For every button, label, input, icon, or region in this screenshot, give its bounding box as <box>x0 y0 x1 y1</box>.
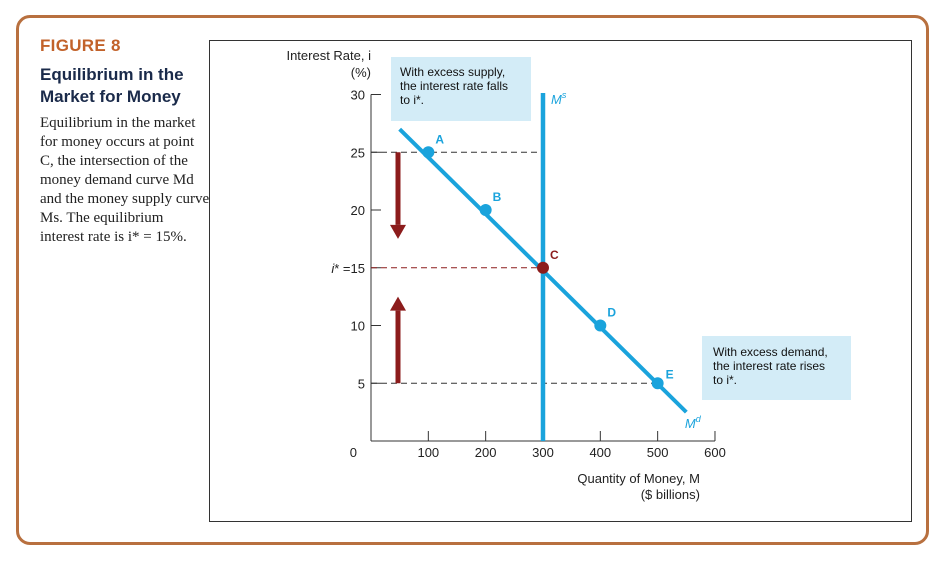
y-axis-title: Interest Rate, i <box>286 48 371 63</box>
point-label-c: C <box>550 248 559 262</box>
y-tick-label-25: 25 <box>351 145 365 160</box>
figure-caption: Equilibrium in the market for money occu… <box>40 115 210 245</box>
x-axis-unit: ($ billions) <box>641 487 700 502</box>
point-c <box>536 261 549 274</box>
arrow-down-head <box>390 224 406 239</box>
x-tick-label-200: 200 <box>475 445 497 460</box>
excess-demand-callout: With excess demand, the interest rate ri… <box>702 336 851 400</box>
y-tick-label-15: i* =15 <box>331 261 365 276</box>
y-tick-label-10: 10 <box>351 319 365 334</box>
arrow-up-head <box>390 296 406 311</box>
money-supply-label: Ms <box>551 90 567 107</box>
excess-demand-line-3: to i*. <box>713 373 738 387</box>
money-demand-label: Md <box>685 414 702 431</box>
x-tick-label-500: 500 <box>647 445 669 460</box>
point-d <box>594 319 607 332</box>
excess-demand-line-2: the interest rate rises <box>713 359 826 373</box>
x-tick-label-400: 400 <box>589 445 611 460</box>
excess-supply-callout: With excess supply, the interest rate fa… <box>391 57 531 121</box>
x-tick-label-0: 0 <box>350 445 357 460</box>
point-label-e: E <box>666 367 674 381</box>
x-tick-label-600: 600 <box>704 445 726 460</box>
point-e <box>651 377 664 390</box>
point-label-a: A <box>435 132 444 146</box>
point-label-b: B <box>493 190 502 204</box>
excess-demand-line-1: With excess demand, <box>713 345 828 359</box>
y-tick-label-5: 5 <box>358 376 365 391</box>
y-tick-label-20: 20 <box>351 203 365 218</box>
excess-supply-line-3: to i*. <box>400 93 425 107</box>
y-tick-label-30: 30 <box>351 88 365 103</box>
excess-supply-line-1: With excess supply, <box>400 65 506 79</box>
x-tick-label-300: 300 <box>532 445 554 460</box>
figure-label: FIGURE 8 <box>40 36 121 55</box>
point-b <box>479 204 492 216</box>
point-label-d: D <box>607 306 616 320</box>
excess-supply-line-2: the interest rate falls <box>400 79 509 93</box>
y-axis-unit: (%) <box>351 65 371 80</box>
figure-title: Equilibrium in the Market for Money <box>40 65 184 106</box>
x-tick-label-100: 100 <box>417 445 439 460</box>
point-a <box>422 146 435 159</box>
plot-area <box>209 40 912 522</box>
x-axis-title: Quantity of Money, M <box>577 471 700 486</box>
